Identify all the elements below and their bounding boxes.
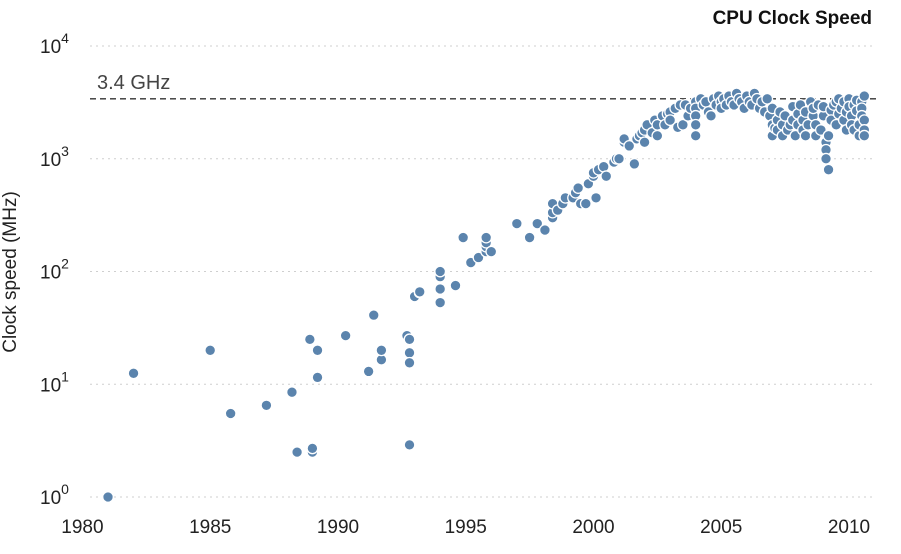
data-point-9 [306, 442, 319, 455]
x-tick-labels: 1980 1985 1990 1995 2000 2005 2010 [61, 517, 870, 538]
y-tick-label-3: 103 [40, 143, 69, 171]
data-point-39 [523, 231, 536, 244]
data-point-12 [339, 329, 352, 342]
data-point-14 [367, 309, 380, 322]
grid-lines [90, 45, 872, 498]
data-point-66 [628, 157, 641, 170]
data-point-59 [600, 170, 613, 183]
data-point-32 [472, 251, 485, 264]
data-point-20 [403, 356, 416, 369]
y-tick-exponent: 4 [61, 30, 69, 46]
data-point-30 [457, 231, 470, 244]
data-point-143 [799, 129, 812, 142]
data-point-4 [260, 399, 273, 412]
data-point-159 [822, 129, 835, 142]
data-point-28 [434, 265, 447, 278]
data-point-62 [613, 152, 625, 165]
y-tick-label-2: 102 [40, 256, 69, 284]
data-point-50 [572, 182, 585, 194]
y-tick-label-0: 100 [40, 481, 69, 509]
y-tick-exponent: 1 [61, 368, 69, 384]
data-point-10 [311, 344, 324, 357]
data-point-2 [204, 344, 217, 357]
data-point-158 [822, 163, 835, 176]
data-point-186 [858, 114, 871, 127]
x-tick-label-0: 1980 [61, 517, 103, 538]
data-point-121 [761, 92, 774, 105]
y-tick-base: 10 [40, 263, 61, 284]
data-point-40 [531, 217, 544, 230]
data-point-7 [303, 333, 316, 346]
y-tick-base: 10 [40, 37, 61, 58]
data-point-5 [286, 386, 298, 399]
data-point-76 [651, 129, 664, 142]
data-points [102, 87, 871, 503]
x-tick-label-6: 2010 [828, 517, 870, 538]
data-point-19 [403, 346, 416, 359]
chart-title: CPU Clock Speed [713, 8, 872, 29]
data-point-21 [403, 438, 416, 451]
data-point-25 [434, 296, 447, 309]
data-point-1 [127, 367, 140, 380]
data-point-92 [689, 118, 702, 131]
y-tick-exponent: 0 [61, 481, 69, 497]
y-tick-base: 10 [40, 150, 61, 171]
data-point-65 [623, 139, 636, 152]
data-point-26 [434, 283, 447, 295]
reference-line-label: 3.4 GHz [97, 72, 170, 94]
y-tick-base: 10 [40, 375, 61, 396]
data-point-24 [413, 285, 426, 298]
x-tick-label-4: 2000 [572, 517, 614, 538]
y-tick-label-1: 101 [40, 368, 69, 396]
data-point-85 [676, 118, 689, 131]
data-point-6 [291, 446, 304, 459]
data-point-11 [311, 371, 324, 384]
data-point-13 [362, 365, 375, 378]
data-point-41 [538, 224, 551, 237]
x-tick-label-5: 2005 [700, 517, 742, 538]
x-tick-label-3: 1995 [445, 517, 487, 538]
data-point-38 [510, 217, 523, 230]
x-tick-label-1: 1985 [189, 517, 231, 538]
y-tick-label-4: 104 [40, 30, 69, 58]
data-point-188 [858, 129, 871, 142]
y-axis-label: Clock speed (MHz) [0, 191, 21, 353]
data-point-98 [705, 109, 717, 122]
data-point-37 [485, 245, 498, 258]
data-point-36 [480, 231, 493, 244]
data-point-185 [858, 90, 871, 102]
data-point-93 [689, 129, 702, 142]
data-point-29 [449, 279, 462, 292]
y-tick-exponent: 2 [61, 256, 69, 272]
data-point-3 [224, 407, 237, 420]
data-point-71 [638, 136, 651, 149]
data-point-16 [375, 344, 388, 357]
y-tick-exponent: 3 [61, 143, 69, 159]
data-point-157 [820, 152, 832, 165]
data-point-81 [664, 114, 677, 127]
y-tick-base: 10 [40, 488, 61, 509]
x-tick-label-2: 1990 [317, 517, 359, 538]
data-point-52 [579, 197, 592, 210]
data-point-56 [590, 191, 602, 204]
data-point-18 [403, 333, 416, 346]
data-point-0 [102, 491, 114, 503]
